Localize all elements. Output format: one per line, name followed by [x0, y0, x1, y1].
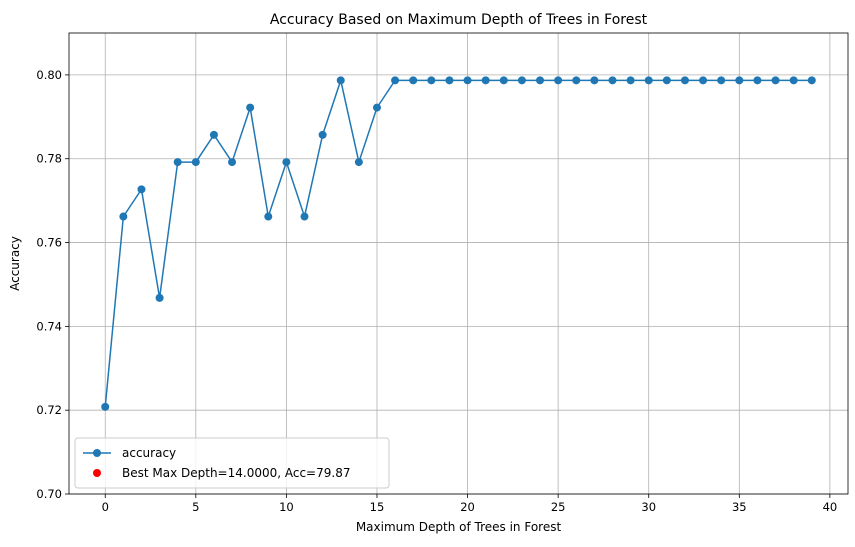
data-point-8	[246, 103, 255, 112]
data-point-38	[789, 76, 798, 85]
legend-box	[74, 437, 390, 489]
y-tick-label-4: 0.78	[36, 152, 62, 166]
legend: accuracy Best Max Depth=14.0000, Acc=79.…	[74, 437, 390, 489]
data-point-36	[753, 76, 762, 85]
data-point-18	[427, 76, 436, 85]
data-point-31	[662, 76, 671, 85]
data-point-21	[481, 76, 490, 85]
x-tick-label-7: 35	[732, 500, 747, 514]
data-point-32	[680, 76, 689, 85]
data-point-27	[590, 76, 599, 85]
x-axis-label: Maximum Depth of Trees in Forest	[356, 520, 562, 534]
x-tick-label-0: 0	[102, 500, 109, 514]
y-tick-label-3: 0.76	[36, 236, 62, 250]
data-point-4	[173, 158, 182, 167]
x-tick-label-3: 15	[370, 500, 385, 514]
data-point-1	[119, 212, 128, 221]
legend-accuracy-marker-swatch	[93, 449, 101, 457]
x-tick-label-1: 5	[192, 500, 199, 514]
x-tick-label-2: 10	[279, 500, 294, 514]
data-point-39	[807, 76, 816, 85]
y-axis-label: Accuracy	[8, 236, 22, 291]
data-point-17	[409, 76, 418, 85]
x-tick-label-6: 30	[641, 500, 656, 514]
chart-title: Accuracy Based on Maximum Depth of Trees…	[270, 12, 648, 28]
y-tick-label-1: 0.72	[36, 403, 62, 417]
data-point-33	[699, 76, 708, 85]
data-point-11	[300, 212, 309, 221]
data-point-6	[209, 130, 218, 139]
data-point-22	[499, 76, 508, 85]
y-tick-label-2: 0.74	[36, 319, 62, 333]
data-point-3	[155, 293, 164, 302]
tick-layer: 0 5 10 15 20 25 30 35 40 0.70 0.72 0.74 0.76 0.78 0.80	[36, 68, 837, 514]
data-point-14	[354, 158, 363, 167]
data-point-23	[517, 76, 526, 85]
series-line-accuracy	[104, 77, 812, 407]
data-point-16	[391, 76, 400, 85]
x-tick-label-5: 25	[551, 500, 566, 514]
x-tick-label-4: 20	[460, 500, 475, 514]
data-point-28	[608, 76, 617, 85]
data-point-25	[554, 76, 563, 85]
plot-frame	[68, 32, 849, 495]
data-point-24	[536, 76, 545, 85]
data-point-34	[717, 76, 726, 85]
data-point-7	[228, 158, 237, 167]
data-point-5	[191, 158, 200, 167]
data-point-26	[572, 76, 581, 85]
data-point-20	[463, 76, 472, 85]
data-point-37	[771, 76, 780, 85]
data-point-29	[626, 76, 635, 85]
series-layer	[101, 76, 816, 411]
y-tick-label-5: 0.80	[36, 68, 62, 82]
data-point-2	[137, 185, 146, 194]
data-point-12	[318, 130, 327, 139]
legend-label-accuracy: accuracy	[122, 446, 176, 460]
legend-best-marker-swatch	[93, 469, 101, 477]
data-point-0	[101, 402, 110, 411]
data-point-35	[735, 76, 744, 85]
data-point-10	[282, 158, 291, 167]
data-point-13	[336, 76, 345, 85]
data-point-19	[445, 76, 454, 85]
y-tick-label-0: 0.70	[36, 487, 62, 501]
x-tick-label-8: 40	[823, 500, 838, 514]
data-point-15	[372, 103, 381, 112]
data-point-9	[264, 212, 273, 221]
data-point-30	[644, 76, 653, 85]
legend-label-best: Best Max Depth=14.0000, Acc=79.87	[122, 466, 350, 480]
